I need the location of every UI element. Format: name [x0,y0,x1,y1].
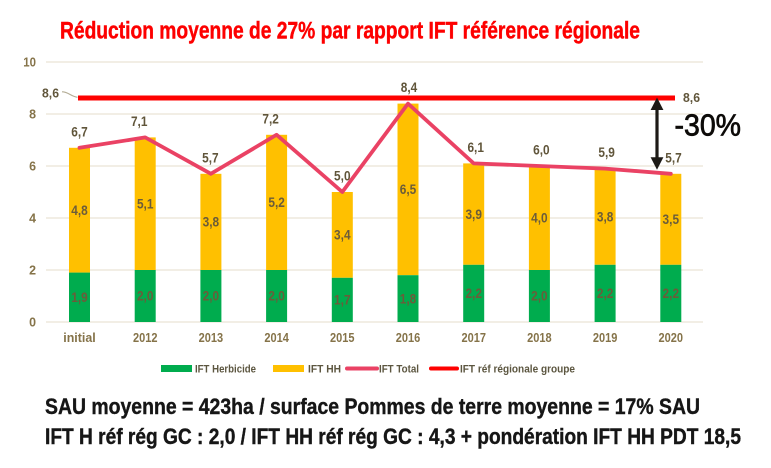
svg-text:IFT H réf rég GC : 2,0 / IFT H: IFT H réf rég GC : 2,0 / IFT HH réf rég … [45,424,741,449]
svg-text:2: 2 [29,263,36,278]
svg-text:2015: 2015 [330,330,355,345]
svg-text:2,0: 2,0 [531,289,548,304]
svg-text:IFT réf régionale groupe: IFT réf régionale groupe [460,364,575,376]
svg-text:SAU moyenne = 423ha / surface: SAU moyenne = 423ha / surface Pommes de … [45,394,700,419]
svg-text:2014: 2014 [264,330,289,345]
svg-text:2018: 2018 [527,330,552,345]
svg-text:2012: 2012 [133,330,158,345]
svg-text:IFT HH: IFT HH [308,364,341,376]
svg-text:2,2: 2,2 [663,286,680,301]
svg-text:3,8: 3,8 [203,215,220,230]
svg-text:6,7: 6,7 [71,124,88,139]
svg-text:6: 6 [29,159,36,174]
svg-text:4,8: 4,8 [71,203,88,218]
svg-text:1,9: 1,9 [71,290,88,305]
svg-text:Réduction moyenne de 27% par r: Réduction moyenne de 27% par rapport IFT… [60,18,640,45]
svg-text:5,7: 5,7 [665,150,682,165]
svg-text:5,0: 5,0 [334,169,351,184]
svg-text:2013: 2013 [199,330,224,345]
svg-text:2,2: 2,2 [597,286,614,301]
svg-text:initial: initial [63,330,96,345]
svg-text:2,0: 2,0 [137,289,154,304]
svg-text:4,0: 4,0 [531,211,548,226]
svg-text:5,7: 5,7 [202,150,219,165]
svg-text:0: 0 [29,315,36,330]
svg-text:5,9: 5,9 [598,145,615,160]
svg-text:3,9: 3,9 [465,207,482,222]
svg-text:2017: 2017 [461,330,486,345]
svg-text:6,1: 6,1 [467,140,484,155]
svg-text:2,0: 2,0 [268,289,285,304]
svg-text:3,4: 3,4 [334,228,351,243]
svg-text:2016: 2016 [396,330,421,345]
svg-text:4: 4 [29,211,37,226]
svg-text:8,4: 8,4 [401,80,418,95]
svg-text:7,2: 7,2 [262,111,279,126]
svg-text:8,6: 8,6 [42,86,59,101]
svg-text:IFT Herbicide: IFT Herbicide [195,364,256,376]
svg-text:1,8: 1,8 [400,291,417,306]
svg-text:6,5: 6,5 [400,182,417,197]
svg-text:8,6: 8,6 [683,90,700,105]
svg-text:5,1: 5,1 [137,196,154,211]
svg-text:3,5: 3,5 [663,212,680,227]
svg-text:10: 10 [23,55,36,70]
svg-text:IFT Total: IFT Total [379,364,419,376]
svg-text:8: 8 [29,107,36,122]
svg-text:5,2: 5,2 [268,195,285,210]
svg-text:3,8: 3,8 [597,209,614,224]
svg-text:2019: 2019 [593,330,618,345]
svg-text:7,1: 7,1 [131,114,148,129]
svg-text:-30%: -30% [675,107,742,142]
svg-text:2,2: 2,2 [465,286,482,301]
svg-text:2020: 2020 [659,330,684,345]
svg-text:6,0: 6,0 [533,143,550,158]
svg-text:1,7: 1,7 [334,293,351,308]
svg-text:2,0: 2,0 [203,289,220,304]
